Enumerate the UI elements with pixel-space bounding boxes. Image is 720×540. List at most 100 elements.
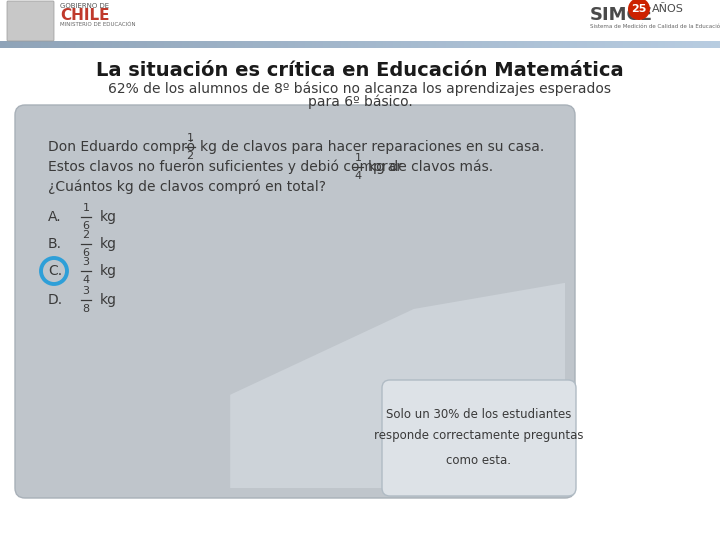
Bar bbox=[84, 41, 85, 48]
Bar bbox=[352, 41, 353, 48]
Bar bbox=[542, 41, 543, 48]
Bar bbox=[321, 41, 322, 48]
Bar bbox=[551, 41, 552, 48]
Bar bbox=[283, 41, 284, 48]
Text: para 6º básico.: para 6º básico. bbox=[307, 94, 413, 109]
Bar bbox=[506, 41, 507, 48]
Bar bbox=[146, 41, 147, 48]
Bar bbox=[28, 41, 29, 48]
Bar bbox=[683, 41, 684, 48]
Bar bbox=[293, 41, 294, 48]
Bar bbox=[59, 41, 60, 48]
Bar bbox=[91, 41, 92, 48]
Bar bbox=[375, 41, 376, 48]
Bar bbox=[251, 41, 252, 48]
Bar bbox=[622, 41, 623, 48]
Bar bbox=[131, 41, 132, 48]
Bar bbox=[219, 41, 220, 48]
Bar bbox=[444, 41, 445, 48]
Bar bbox=[547, 41, 548, 48]
Bar bbox=[55, 41, 56, 48]
Bar bbox=[617, 41, 618, 48]
Bar bbox=[436, 41, 437, 48]
Bar bbox=[201, 41, 202, 48]
Bar bbox=[559, 41, 560, 48]
Bar bbox=[521, 41, 522, 48]
Bar bbox=[347, 41, 348, 48]
Bar bbox=[45, 41, 46, 48]
Bar bbox=[698, 41, 699, 48]
Bar bbox=[452, 41, 453, 48]
Bar bbox=[32, 41, 33, 48]
Bar bbox=[590, 41, 591, 48]
Bar bbox=[447, 41, 448, 48]
Bar bbox=[329, 41, 330, 48]
Bar bbox=[318, 41, 319, 48]
Bar bbox=[459, 41, 460, 48]
Bar bbox=[461, 41, 462, 48]
Bar bbox=[124, 41, 125, 48]
Text: MINISTERIO DE EDUCACIÓN: MINISTERIO DE EDUCACIÓN bbox=[60, 23, 135, 28]
Bar bbox=[719, 41, 720, 48]
Bar bbox=[30, 41, 31, 48]
Bar bbox=[574, 41, 575, 48]
Bar bbox=[458, 41, 459, 48]
Bar bbox=[495, 41, 496, 48]
Bar bbox=[668, 41, 669, 48]
Bar bbox=[412, 41, 413, 48]
Bar bbox=[316, 41, 317, 48]
Bar bbox=[468, 41, 469, 48]
Bar bbox=[704, 41, 705, 48]
Bar bbox=[116, 41, 117, 48]
Bar bbox=[170, 41, 171, 48]
Bar bbox=[672, 41, 673, 48]
Bar bbox=[195, 41, 196, 48]
Bar bbox=[193, 41, 194, 48]
Text: 1: 1 bbox=[186, 133, 194, 143]
Bar bbox=[474, 41, 475, 48]
Bar bbox=[674, 41, 675, 48]
Bar bbox=[353, 41, 354, 48]
Bar bbox=[439, 41, 440, 48]
Bar bbox=[706, 41, 707, 48]
Bar bbox=[469, 41, 470, 48]
Bar bbox=[300, 41, 301, 48]
Bar bbox=[709, 41, 710, 48]
Text: kg: kg bbox=[100, 293, 117, 307]
Bar bbox=[155, 41, 156, 48]
Bar bbox=[669, 41, 670, 48]
Bar bbox=[588, 41, 589, 48]
Bar bbox=[241, 41, 242, 48]
Bar bbox=[472, 41, 473, 48]
Bar bbox=[203, 41, 204, 48]
Bar bbox=[310, 41, 311, 48]
Bar bbox=[406, 41, 407, 48]
Bar bbox=[330, 41, 331, 48]
Bar bbox=[269, 41, 270, 48]
Bar bbox=[626, 41, 627, 48]
Bar bbox=[136, 41, 137, 48]
Bar bbox=[453, 41, 454, 48]
Text: 3: 3 bbox=[83, 286, 89, 296]
Bar bbox=[662, 41, 663, 48]
Bar bbox=[152, 41, 153, 48]
Bar bbox=[134, 41, 135, 48]
Bar bbox=[226, 41, 227, 48]
Bar bbox=[115, 41, 116, 48]
Bar bbox=[440, 41, 441, 48]
Bar bbox=[424, 41, 425, 48]
Bar bbox=[204, 41, 205, 48]
Bar bbox=[363, 41, 364, 48]
Bar bbox=[22, 41, 23, 48]
Bar bbox=[69, 41, 70, 48]
Bar bbox=[1, 41, 2, 48]
Bar bbox=[664, 41, 665, 48]
Bar bbox=[595, 41, 596, 48]
Bar bbox=[524, 41, 525, 48]
Text: La situación es crítica en Educación Matemática: La situación es crítica en Educación Mat… bbox=[96, 60, 624, 79]
Bar bbox=[416, 41, 417, 48]
Bar bbox=[206, 41, 207, 48]
Bar bbox=[457, 41, 458, 48]
Bar bbox=[422, 41, 423, 48]
Bar bbox=[552, 41, 553, 48]
